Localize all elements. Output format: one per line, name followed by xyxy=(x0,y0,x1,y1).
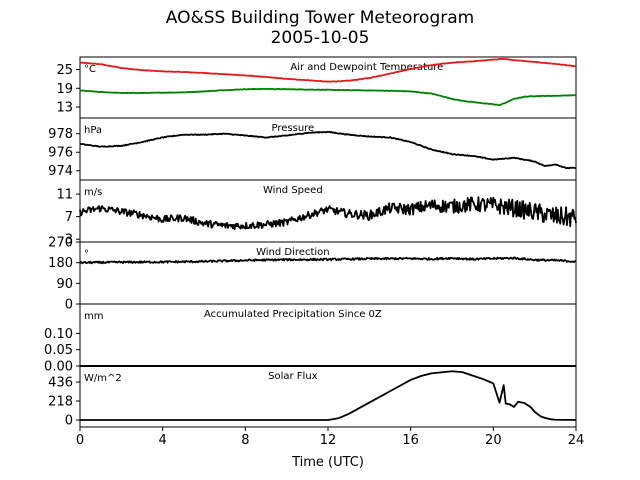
xtick-label: 16 xyxy=(402,433,419,448)
ytick-label-solar: 0 xyxy=(65,414,73,429)
ytick-label-wdir: 90 xyxy=(56,277,73,292)
ytick-label-wdir: 180 xyxy=(48,256,73,271)
xtick-label: 24 xyxy=(568,433,585,448)
x-axis-label: Time (UTC) xyxy=(291,455,364,470)
ytick-label-temp: 25 xyxy=(56,63,73,78)
ytick-label-pres: 976 xyxy=(48,146,73,161)
panel-title-temp: Air and Dewpoint Temperature xyxy=(290,62,443,73)
xtick-label: 12 xyxy=(320,433,337,448)
unit-label-wspd: m/s xyxy=(84,187,102,198)
ytick-label-wspd: 11 xyxy=(56,188,73,203)
series-line-temp-0 xyxy=(79,57,577,83)
xtick-label: 4 xyxy=(159,433,167,448)
series-line-solar-0 xyxy=(80,370,577,421)
chart-title-line1: AO&SS Building Tower Meteorogram xyxy=(165,8,475,28)
chart-title-line2: 2005-10-05 xyxy=(270,28,370,48)
ytick-label-wdir: 270 xyxy=(48,236,73,251)
unit-label-pres: hPa xyxy=(84,125,102,136)
panel-title-wdir: Wind Direction xyxy=(256,247,330,258)
series-line-pres-0 xyxy=(79,130,577,170)
ytick-label-prcp: 0.00 xyxy=(44,360,73,375)
unit-label-prcp: mm xyxy=(84,311,103,322)
unit-label-temp: °C xyxy=(84,64,96,75)
series-line-wspd-0 xyxy=(79,196,577,231)
ytick-label-wdir: 0 xyxy=(65,298,73,313)
xtick-label: 8 xyxy=(241,433,249,448)
ytick-label-solar: 218 xyxy=(48,395,73,410)
xtick-label: 0 xyxy=(76,433,84,448)
ytick-label-pres: 978 xyxy=(48,127,73,142)
ytick-label-temp: 13 xyxy=(56,101,73,116)
panel-title-pres: Pressure xyxy=(272,123,315,134)
ytick-label-wspd: 7 xyxy=(65,210,73,225)
ytick-label-prcp: 0.10 xyxy=(44,327,73,342)
panel-title-solar: Solar Flux xyxy=(268,371,318,382)
panel-title-wspd: Wind Speed xyxy=(263,185,323,196)
ytick-label-prcp: 0.05 xyxy=(44,343,73,358)
panel-frame-pres xyxy=(79,117,577,181)
ytick-label-solar: 436 xyxy=(48,376,73,391)
series-line-wdir-0 xyxy=(79,256,577,265)
chart-title: AO&SS Building Tower Meteorogram 2005-10… xyxy=(0,8,640,48)
ytick-label-pres: 974 xyxy=(48,164,73,179)
xtick-label: 20 xyxy=(485,433,502,448)
unit-label-solar: W/m^2 xyxy=(84,373,122,384)
ytick-label-temp: 19 xyxy=(56,82,73,97)
unit-label-wdir: ° xyxy=(84,249,89,260)
panel-title-prcp: Accumulated Precipitation Since 0Z xyxy=(204,309,382,320)
ytick-label-wspd: 3 xyxy=(65,233,73,248)
series-line-temp-1 xyxy=(79,87,577,107)
